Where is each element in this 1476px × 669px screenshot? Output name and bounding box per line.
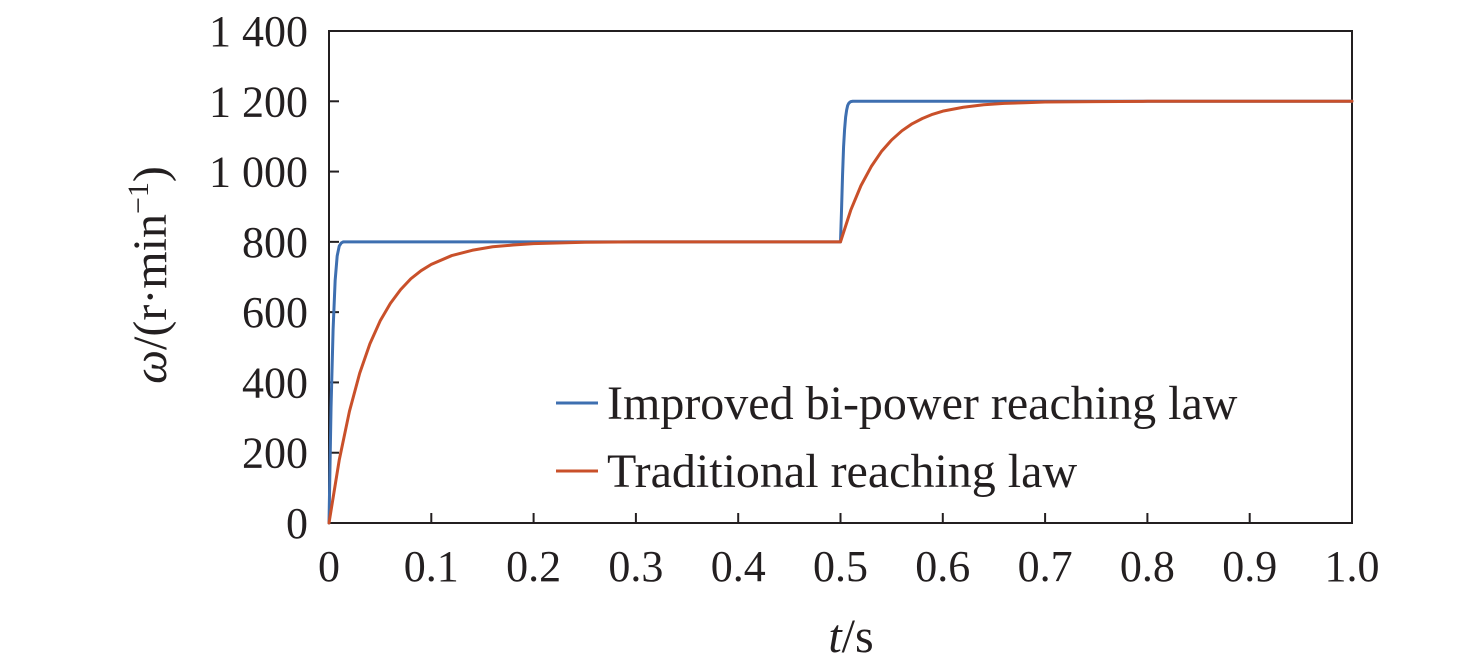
x-tick-label: 0 xyxy=(318,542,340,591)
y-axis-unit-close: ) xyxy=(124,166,177,182)
x-tick-label: 0.5 xyxy=(813,542,868,591)
x-tick-label: 0.6 xyxy=(915,542,970,591)
x-tick-label: 0.8 xyxy=(1120,542,1175,591)
series-layer xyxy=(327,99,1354,525)
x-tick-label: 0.2 xyxy=(506,542,561,591)
y-tick-label: 200 xyxy=(242,429,308,478)
y-axis-ticks: 0 200 400 600 800 1 000 1 200 1 400 xyxy=(209,7,339,548)
y-tick-label: 400 xyxy=(242,358,308,407)
y-tick-label: 800 xyxy=(242,218,308,267)
x-axis-unit: /s xyxy=(842,610,874,663)
y-tick-label: 1 000 xyxy=(209,148,308,197)
y-tick-label: 600 xyxy=(242,288,308,337)
series-line-improved-bi-power xyxy=(327,99,1354,525)
x-axis-var: t xyxy=(828,610,843,663)
x-axis-ticks: 0 0.1 0.2 0.3 0.4 0.5 0.6 0.7 0.8 0.9 1.0 xyxy=(318,513,1380,591)
x-tick-label: 0.1 xyxy=(404,542,459,591)
x-tick-label: 0.9 xyxy=(1222,542,1277,591)
x-axis-title: t/s xyxy=(828,610,873,663)
y-tick-label: 1 200 xyxy=(209,77,308,126)
x-tick-label: 1.0 xyxy=(1325,542,1380,591)
series-line-traditional xyxy=(327,99,1354,525)
y-axis-var: ω xyxy=(124,350,177,384)
y-axis-unit-sup: −1 xyxy=(122,182,155,214)
y-tick-label: 1 400 xyxy=(209,7,308,56)
legend-label-improved: Improved bi-power reaching law xyxy=(607,377,1238,430)
x-tick-label: 0.4 xyxy=(711,542,766,591)
y-axis-unit: /(r·min xyxy=(124,214,177,350)
x-tick-label: 0.3 xyxy=(608,542,663,591)
x-tick-label: 0.7 xyxy=(1018,542,1073,591)
legend-label-traditional: Traditional reaching law xyxy=(607,445,1077,498)
y-tick-label: 0 xyxy=(286,499,308,548)
y-axis-title: ω/(r·min−1) xyxy=(122,166,177,384)
legend: Improved bi-power reaching law Tradition… xyxy=(556,377,1238,498)
